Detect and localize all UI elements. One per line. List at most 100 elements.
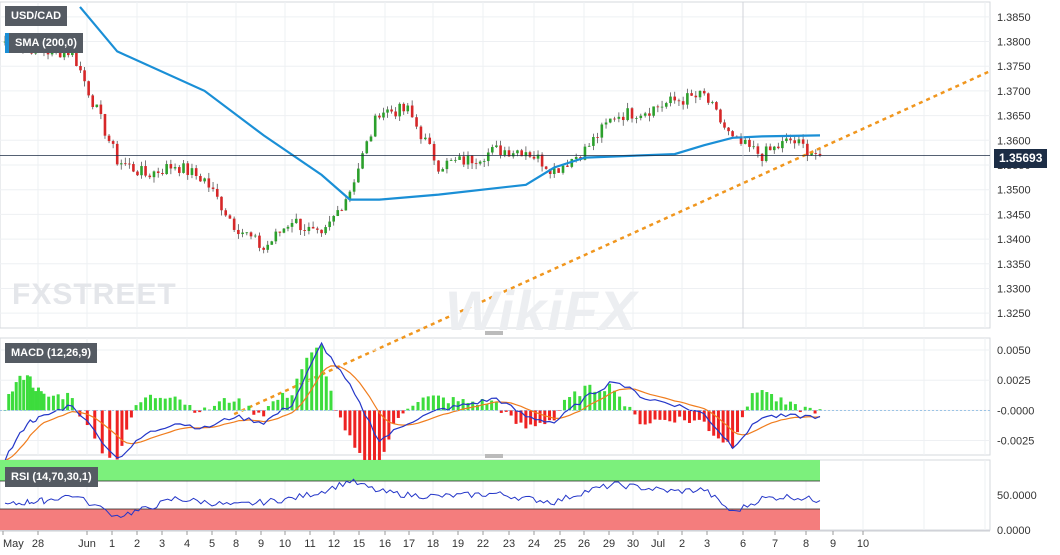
candle-body (290, 222, 294, 227)
macd-histogram-bar (281, 392, 285, 411)
macd-histogram-bar (120, 410, 124, 446)
candle-body (245, 232, 249, 234)
macd-histogram-bar (673, 410, 677, 423)
macd-histogram-bar (324, 376, 328, 411)
support-trendline (233, 70, 991, 416)
candle-body (115, 143, 119, 165)
macd-histogram-bar (300, 369, 304, 411)
candle-body (772, 146, 776, 151)
candle-body (810, 153, 813, 156)
macd-histogram-bar (28, 376, 32, 411)
macd-histogram-bar (774, 401, 778, 411)
macd-histogram-bar (368, 410, 372, 465)
macd-histogram-bar (466, 402, 470, 411)
macd-histogram-bar (598, 391, 602, 411)
candle-body (801, 139, 805, 144)
macd-histogram-bar (533, 410, 537, 427)
candle-body (445, 160, 449, 170)
candle-body (723, 122, 726, 128)
x-axis-tick: 24 (528, 538, 540, 550)
candle-body (262, 247, 265, 250)
macd-histogram-bar (56, 394, 60, 411)
macd-histogram-bar (475, 405, 479, 411)
x-axis-tick: 28 (32, 538, 44, 550)
macd-histogram-bar (42, 393, 46, 411)
candle-body (669, 96, 672, 104)
macd-histogram-bar (431, 395, 435, 411)
candle-body (503, 150, 507, 156)
rsi-indicator-label[interactable]: RSI (14,70,30,1) (5, 467, 98, 487)
x-axis-tick: 1 (109, 538, 115, 550)
x-axis-tick: 10 (857, 538, 869, 550)
macd-histogram-bar (125, 410, 129, 430)
candle-body (756, 146, 760, 154)
macd-histogram-bar (538, 410, 542, 423)
candle-body (486, 152, 490, 162)
x-axis-tick: 8 (803, 538, 809, 550)
candle-body (220, 196, 223, 211)
macd-histogram-bar (813, 410, 817, 414)
candle-body (148, 175, 152, 178)
candle-body (777, 146, 780, 149)
macd-histogram-bar (100, 410, 104, 454)
candle-body (83, 70, 86, 82)
macd-axis-tick: 0.0025 (997, 375, 1031, 387)
candle-body (207, 178, 211, 188)
macd-histogram-bar (643, 410, 647, 425)
price-axis-tick: 1.3800 (997, 37, 1031, 49)
candle-body (328, 221, 331, 228)
macd-histogram-bar (348, 410, 352, 436)
macd-histogram-bar (593, 391, 597, 411)
macd-histogram-bar (779, 397, 783, 411)
macd-histogram-bar (257, 410, 261, 413)
candle-body (557, 168, 560, 173)
candle-body (814, 153, 818, 154)
macd-histogram-bar (343, 410, 347, 431)
macd-histogram-bar (788, 401, 792, 411)
macd-histogram-bar (721, 410, 725, 443)
macd-histogram-bar (504, 410, 508, 412)
candle-body (441, 169, 445, 172)
candle-body (639, 115, 643, 119)
macd-histogram-bar (212, 405, 216, 411)
candle-body (169, 164, 173, 169)
macd-histogram-bar (148, 394, 152, 411)
candle-body (128, 163, 131, 165)
macd-axis-tick: -0.0025 (997, 436, 1034, 448)
candle-body (604, 122, 608, 125)
macd-indicator-label[interactable]: MACD (12,26,9) (5, 343, 98, 363)
macd-histogram-bar (716, 410, 720, 439)
candle-body (690, 93, 693, 96)
macd-histogram-bar (760, 390, 764, 411)
candle-body (165, 164, 168, 175)
candle-body (715, 102, 718, 110)
macd-histogram-bar (247, 405, 251, 411)
price-axis-tick: 1.3250 (997, 308, 1031, 320)
sma-indicator-label[interactable]: SMA (200,0) (5, 33, 83, 53)
candle-body (752, 146, 755, 148)
candle-body (466, 155, 470, 165)
candle-body (373, 115, 377, 137)
candle-body (528, 152, 532, 157)
candle-body (739, 136, 743, 144)
macd-histogram-bar (237, 398, 241, 411)
macd-histogram-bar (648, 410, 652, 424)
macd-histogram-bar (740, 410, 744, 418)
candle-body (91, 95, 95, 108)
macd-histogram-bar (85, 410, 89, 426)
macd-histogram-bar (217, 401, 221, 411)
candle-body (789, 138, 792, 141)
candle-body (124, 163, 127, 165)
candle-body (178, 167, 181, 173)
candle-body (186, 163, 190, 175)
macd-histogram-bar (18, 375, 22, 411)
macd-histogram-bar (401, 410, 405, 414)
candle-body (454, 159, 457, 161)
candle-body (694, 95, 698, 98)
candle-body (474, 163, 478, 165)
price-axis-tick: 1.3450 (997, 209, 1031, 221)
candle-body (249, 232, 253, 237)
price-axis-tick: 1.3500 (997, 185, 1031, 197)
macd-histogram-bar (803, 406, 807, 411)
macd-histogram-bar (608, 383, 612, 411)
